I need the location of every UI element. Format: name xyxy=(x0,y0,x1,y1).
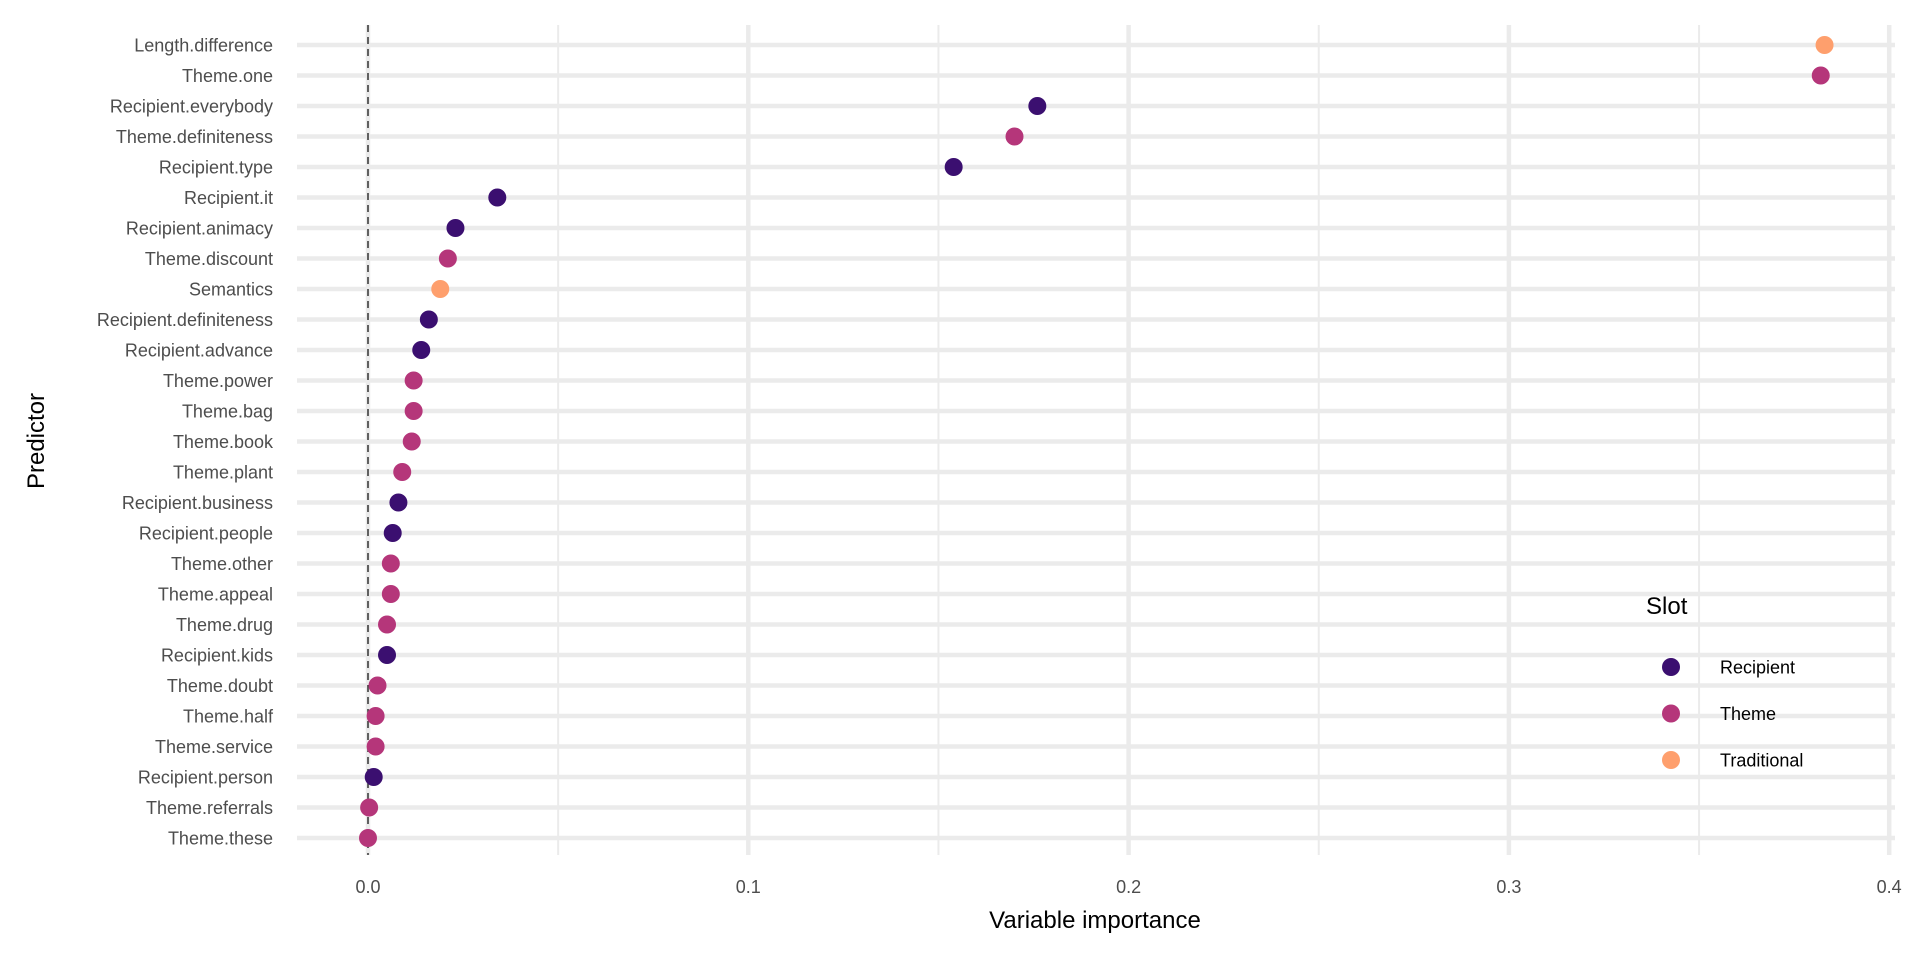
y-tick-label: Theme.book xyxy=(173,432,274,452)
legend-title: Slot xyxy=(1646,593,1688,620)
y-tick-label: Theme.one xyxy=(182,66,273,86)
x-axis-title: Variable importance xyxy=(989,907,1201,934)
y-tick-label: Recipient.advance xyxy=(125,341,273,361)
x-tick-label: 0.0 xyxy=(355,877,380,897)
y-tick-label: Recipient.people xyxy=(139,524,273,544)
data-point xyxy=(944,158,963,176)
data-point xyxy=(366,737,385,756)
data-point xyxy=(364,768,383,786)
y-tick-label: Theme.doubt xyxy=(167,676,273,696)
data-point xyxy=(402,432,421,451)
data-point xyxy=(383,524,402,542)
y-axis-title: Predictor xyxy=(23,393,50,489)
x-tick-label: 0.3 xyxy=(1496,877,1521,897)
legend-entries: Recipient Theme Traditional xyxy=(1662,658,1803,771)
y-tick-label: Theme.bag xyxy=(182,402,273,422)
y-tick-label: Semantics xyxy=(189,280,273,300)
legend: Slot Recipient Theme Traditional xyxy=(1646,593,1803,771)
data-point xyxy=(360,798,379,817)
data-point xyxy=(1815,36,1834,54)
y-tick-label: Length.difference xyxy=(134,36,273,56)
x-tick-label: 0.1 xyxy=(736,877,761,897)
data-point xyxy=(378,615,397,634)
y-tick-label: Theme.drug xyxy=(176,615,273,635)
y-tick-label: Recipient.definiteness xyxy=(97,310,273,330)
y-tick-label: Recipient.type xyxy=(159,158,273,178)
y-tick-label: Theme.appeal xyxy=(158,585,273,605)
x-tick-labels: 0.0 0.1 0.2 0.3 0.4 xyxy=(355,877,1901,897)
grid xyxy=(297,25,1895,855)
data-point xyxy=(1028,97,1047,115)
y-tick-label: Theme.half xyxy=(183,707,274,727)
y-tick-label: Recipient.it xyxy=(184,188,273,208)
y-tick-label: Recipient.everybody xyxy=(110,97,273,117)
y-tick-label: Theme.service xyxy=(155,737,273,757)
data-point xyxy=(366,707,385,725)
legend-key xyxy=(1662,751,1680,769)
data-point xyxy=(1811,66,1830,85)
data-point xyxy=(359,829,377,847)
legend-label: Recipient xyxy=(1720,658,1795,678)
x-tick-label: 0.4 xyxy=(1877,877,1902,897)
legend-key xyxy=(1662,704,1680,723)
data-point xyxy=(381,554,400,573)
y-tick-label: Theme.power xyxy=(163,371,273,391)
y-tick-label: Theme.referrals xyxy=(146,798,273,818)
y-tick-label: Recipient.animacy xyxy=(126,219,273,239)
data-point xyxy=(393,463,412,481)
y-tick-label: Theme.discount xyxy=(145,249,273,269)
data-point xyxy=(431,280,450,298)
data-point xyxy=(381,585,400,603)
data-point xyxy=(488,188,507,207)
y-tick-label: Theme.plant xyxy=(173,463,273,483)
y-tick-label: Recipient.business xyxy=(122,493,273,513)
data-point xyxy=(404,402,423,420)
legend-key xyxy=(1662,658,1680,676)
data-point xyxy=(419,310,438,329)
legend-label: Theme xyxy=(1720,704,1776,724)
y-tick-label: Recipient.person xyxy=(138,768,273,788)
y-tick-label: Theme.definiteness xyxy=(116,127,273,147)
data-point xyxy=(378,646,397,664)
y-tick-label: Theme.these xyxy=(168,829,273,849)
data-point xyxy=(446,219,465,237)
y-tick-label: Theme.other xyxy=(171,554,273,574)
legend-label: Traditional xyxy=(1720,751,1803,771)
data-point xyxy=(438,249,457,268)
data-point xyxy=(389,493,408,512)
data-point xyxy=(412,341,431,359)
data-point xyxy=(1005,127,1024,146)
y-tick-label: Recipient.kids xyxy=(161,646,273,666)
y-tick-labels: Length.difference Theme.one Recipient.ever… xyxy=(97,36,274,849)
data-point xyxy=(404,371,423,390)
data-point xyxy=(368,676,387,695)
data-points xyxy=(359,36,1834,847)
x-tick-label: 0.2 xyxy=(1116,877,1141,897)
